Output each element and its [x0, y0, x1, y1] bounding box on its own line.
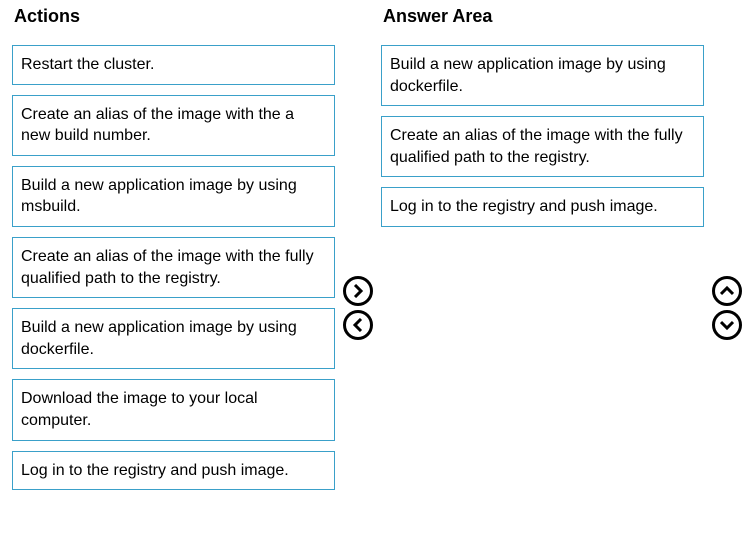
actions-header: Actions	[12, 6, 335, 27]
chevron-right-icon	[351, 284, 365, 298]
move-right-button[interactable]	[343, 276, 373, 306]
move-arrows-middle	[343, 276, 373, 340]
move-up-button[interactable]	[712, 276, 742, 306]
action-item[interactable]: Create an alias of the image with the a …	[12, 95, 335, 156]
drag-drop-container: Actions Restart the cluster. Create an a…	[12, 6, 742, 500]
action-item[interactable]: Download the image to your local compute…	[12, 379, 335, 440]
action-item[interactable]: Build a new application image by using m…	[12, 166, 335, 227]
move-down-button[interactable]	[712, 310, 742, 340]
answer-column: Answer Area Build a new application imag…	[381, 6, 704, 237]
chevron-up-icon	[720, 284, 734, 298]
answer-item[interactable]: Create an alias of the image with the fu…	[381, 116, 704, 177]
reorder-arrows-right	[712, 276, 742, 340]
actions-column: Actions Restart the cluster. Create an a…	[12, 6, 335, 500]
answer-item[interactable]: Build a new application image by using d…	[381, 45, 704, 106]
answer-header: Answer Area	[381, 6, 704, 27]
chevron-down-icon	[720, 318, 734, 332]
answer-item[interactable]: Log in to the registry and push image.	[381, 187, 704, 227]
action-item[interactable]: Restart the cluster.	[12, 45, 335, 85]
action-item[interactable]: Create an alias of the image with the fu…	[12, 237, 335, 298]
action-item[interactable]: Log in to the registry and push image.	[12, 451, 335, 491]
chevron-left-icon	[351, 318, 365, 332]
move-left-button[interactable]	[343, 310, 373, 340]
action-item[interactable]: Build a new application image by using d…	[12, 308, 335, 369]
